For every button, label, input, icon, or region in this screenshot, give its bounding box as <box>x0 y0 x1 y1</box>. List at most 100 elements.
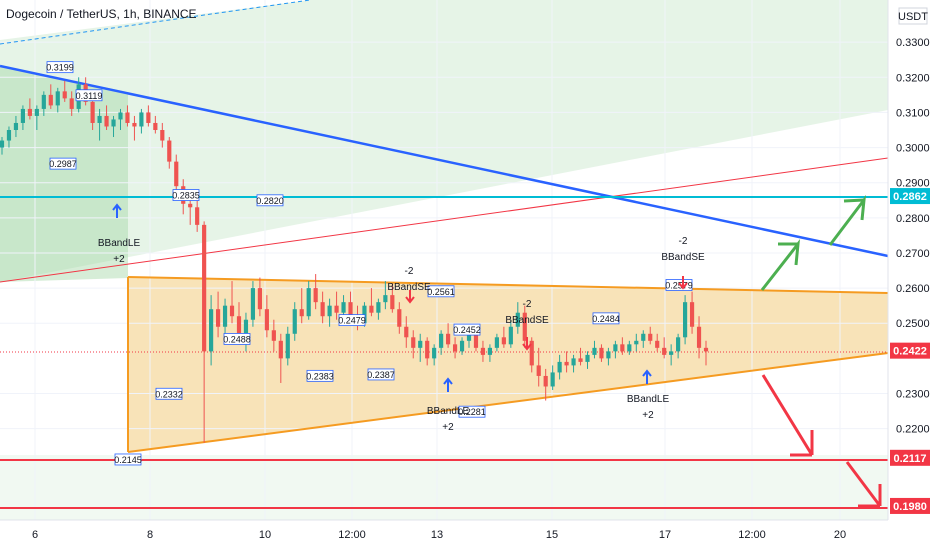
signal-arrows <box>112 203 688 392</box>
price-label-box <box>223 333 251 345</box>
y-tick-label: 0.3200 <box>896 72 930 84</box>
y-tick-label: 0.2700 <box>896 248 930 260</box>
price-labels: 0.3199 0.3119 0.2987 0.2835 0.2820 0.2488 0.23… <box>46 61 693 466</box>
x-axis-ticks: 6 8 10 12:00 13 15 17 12:00 20 <box>32 529 846 541</box>
candle-body <box>62 91 67 99</box>
price-label: 0.2479 <box>338 316 366 326</box>
price-tag <box>890 342 930 359</box>
price-axis[interactable] <box>888 0 932 520</box>
candle-body <box>111 119 116 127</box>
red-trendline <box>0 157 889 283</box>
triangle-pattern <box>128 277 888 452</box>
candle-body <box>146 112 151 123</box>
up-arrow-icon <box>443 377 453 392</box>
candle-body <box>6 130 12 141</box>
price-label-box <box>306 369 334 382</box>
candle-body <box>536 365 541 376</box>
lower-band <box>0 455 888 520</box>
candle-body <box>494 337 499 348</box>
candle-body <box>97 115 102 123</box>
candle-body <box>676 337 681 352</box>
candle-body <box>376 302 381 313</box>
candle-body <box>285 333 290 359</box>
candle-body <box>348 302 353 317</box>
y-tick-label: 0.2600 <box>896 283 930 295</box>
candle-body <box>153 122 158 130</box>
price-label-box <box>172 189 200 201</box>
x-tick-label: 20 <box>834 529 846 541</box>
candle-body <box>313 288 318 303</box>
candle-body <box>306 288 311 317</box>
candle-body <box>167 140 172 162</box>
chart-title: Dogecoin / TetherUS, 1h, BINANCE <box>6 7 197 21</box>
y-axis-ticks: 0.3300 0.3200 0.3100 0.3000 0.2900 0.2800 0.27… <box>896 37 930 435</box>
price-label-box <box>75 89 103 102</box>
candle-body <box>446 333 451 345</box>
price-label: 0.2987 <box>49 159 77 169</box>
candle-body <box>236 316 242 338</box>
candle-body <box>501 337 506 345</box>
candle-body <box>543 375 548 387</box>
price-label: 0.2145 <box>114 455 142 465</box>
candle-body <box>34 108 39 116</box>
time-axis[interactable] <box>0 520 932 550</box>
green-projection-arrow <box>760 194 867 291</box>
y-tick-label: 0.2900 <box>896 178 930 190</box>
candle-body <box>641 333 646 341</box>
candle-body <box>620 344 625 352</box>
candle-body <box>682 302 688 338</box>
dashed-trendline <box>0 0 311 45</box>
candle-body <box>452 344 458 352</box>
signal-label: -2 <box>523 299 532 310</box>
candle-body <box>634 340 639 345</box>
candle-body <box>48 94 53 106</box>
price-tag-label: 0.2862 <box>893 191 927 203</box>
x-tick-label: 17 <box>659 529 671 541</box>
candle-body <box>383 295 388 303</box>
candle-body <box>606 351 611 359</box>
signal-label: BBandSE <box>387 282 431 293</box>
candle-body <box>320 302 325 317</box>
price-label-box <box>427 285 455 298</box>
price-label: 0.2835 <box>172 191 200 201</box>
candle-body <box>118 112 123 120</box>
candle-body <box>696 326 702 348</box>
candle-body <box>411 337 416 348</box>
candle-body <box>292 309 297 334</box>
price-label: 0.2383 <box>306 371 334 381</box>
candle-body <box>404 326 409 338</box>
price-label-box <box>114 453 142 466</box>
price-label-box <box>256 194 284 207</box>
ascending-channel-zone <box>0 0 888 282</box>
candle-body <box>27 108 32 116</box>
price-label: 0.2452 <box>453 325 481 335</box>
price-label: 0.2820 <box>256 196 284 206</box>
x-tick-label: 12:00 <box>338 529 366 541</box>
candle-body <box>627 344 632 352</box>
y-tick-label: 0.2300 <box>896 389 930 401</box>
candle-body <box>202 224 207 352</box>
price-label: 0.2561 <box>427 287 455 297</box>
grid <box>0 0 888 520</box>
price-label-box <box>155 387 183 400</box>
candle-body <box>278 340 283 359</box>
candle-body <box>397 309 402 327</box>
candle-body <box>0 140 5 148</box>
x-tick-label: 8 <box>147 529 153 541</box>
candle-body <box>257 288 262 310</box>
candle-body <box>487 347 493 355</box>
up-arrow-icon <box>112 203 122 218</box>
candle-body <box>334 305 339 313</box>
signal-label: -2 <box>679 236 688 247</box>
signal-label: -2 <box>405 266 414 277</box>
candle-body <box>195 207 200 225</box>
candle-body <box>229 305 235 317</box>
candle-body <box>215 309 221 327</box>
price-label: 0.2281 <box>458 407 486 417</box>
candle-body <box>271 330 276 341</box>
candle-body <box>655 340 660 348</box>
down-arrow-icon <box>522 337 532 351</box>
candle-body <box>174 161 179 187</box>
candle-body <box>432 347 437 359</box>
